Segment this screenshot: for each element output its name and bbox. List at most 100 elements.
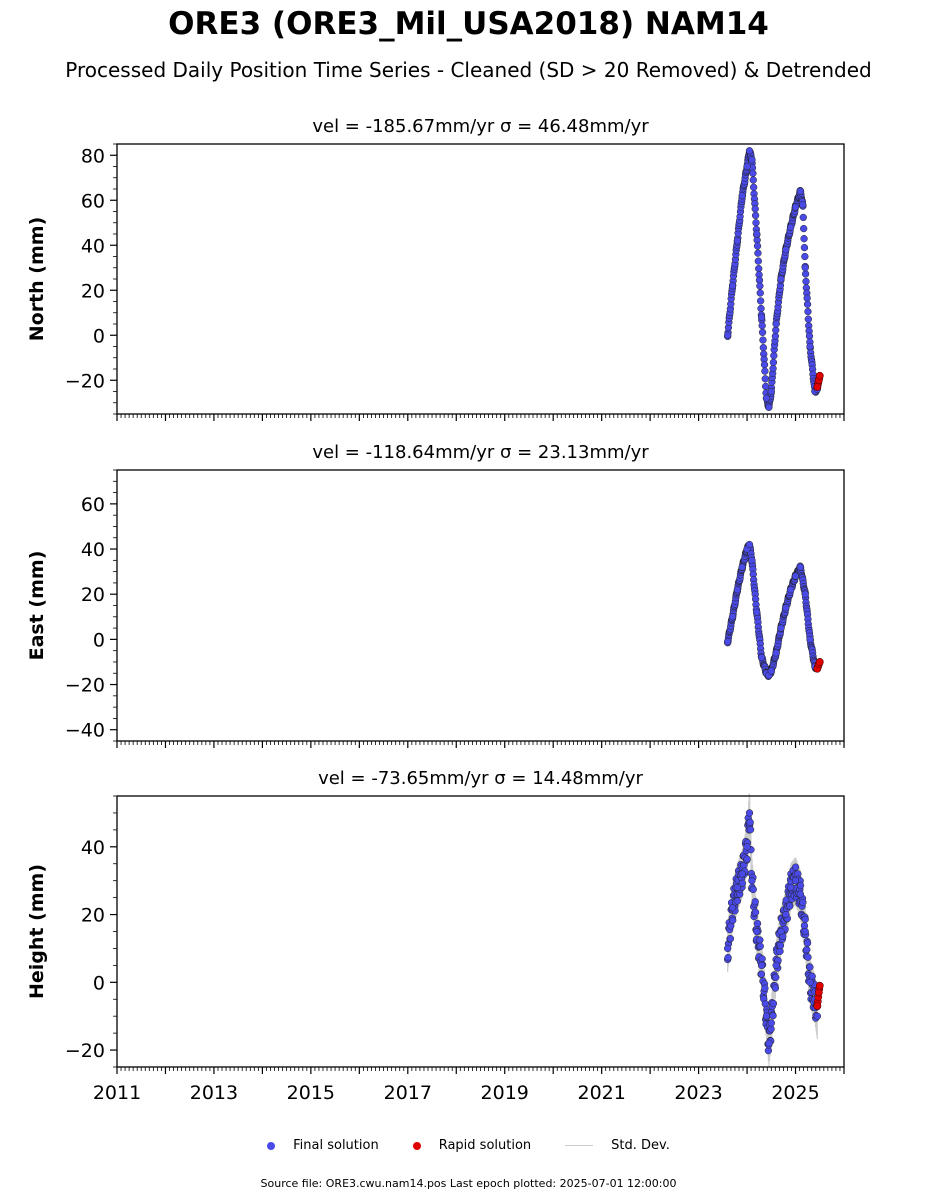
final-point xyxy=(728,904,737,912)
final-point xyxy=(800,235,808,243)
y-tick-label: −20 xyxy=(65,370,105,392)
final-point xyxy=(801,264,809,272)
final-point xyxy=(782,604,790,612)
final-point xyxy=(796,890,805,898)
final-point xyxy=(799,201,807,209)
final-point xyxy=(753,919,762,928)
final-point xyxy=(757,970,766,978)
final-point xyxy=(724,331,732,339)
final-point xyxy=(761,367,769,375)
final-point xyxy=(749,176,757,184)
final-point xyxy=(756,297,765,305)
x-tick-label: 2013 xyxy=(190,1082,238,1104)
final-point xyxy=(786,902,794,910)
final-solution-points xyxy=(724,809,821,1055)
final-point xyxy=(758,328,767,337)
final-point xyxy=(771,984,780,992)
final-point xyxy=(749,885,757,894)
final-point xyxy=(753,242,762,250)
final-point xyxy=(782,246,790,254)
final-point xyxy=(745,147,754,155)
final-point xyxy=(803,300,812,308)
final-point xyxy=(796,881,805,890)
final-point xyxy=(772,326,780,334)
legend-std-label: Std. Dev. xyxy=(611,1138,670,1153)
final-point xyxy=(771,332,780,340)
final-point xyxy=(806,635,814,644)
final-solution-marker xyxy=(267,1141,276,1150)
final-point xyxy=(760,361,769,369)
y-axis-label: East (mm) xyxy=(26,551,48,661)
final-point xyxy=(770,352,778,360)
rapid-solution-points xyxy=(813,658,824,673)
final-point xyxy=(738,563,746,571)
panel-title: vel = -185.67mm/yr σ = 46.48mm/yr xyxy=(312,116,649,137)
final-point xyxy=(748,877,756,885)
final-point xyxy=(787,883,795,892)
final-point xyxy=(743,855,751,863)
final-point xyxy=(751,205,759,213)
final-point xyxy=(777,927,785,936)
legend-final-label: Final solution xyxy=(293,1138,379,1153)
y-tick-label: 60 xyxy=(81,494,105,516)
final-point xyxy=(762,394,771,402)
final-point xyxy=(772,973,780,982)
final-point xyxy=(804,307,812,316)
final-point xyxy=(803,946,811,954)
final-point xyxy=(777,624,785,632)
final-point xyxy=(756,289,764,297)
y-axis-label: Height (mm) xyxy=(26,864,48,999)
x-tick-label: 2021 xyxy=(577,1082,625,1104)
final-point xyxy=(758,322,766,330)
legend-rapid: Rapid solution xyxy=(412,1138,531,1153)
y-tick-label: −20 xyxy=(65,675,105,697)
final-point xyxy=(753,230,761,238)
rapid-solution-points xyxy=(813,371,824,391)
final-point xyxy=(765,1039,773,1047)
final-point xyxy=(753,927,761,936)
final-point xyxy=(724,944,732,953)
final-point xyxy=(777,275,785,283)
final-point xyxy=(804,315,812,323)
final-point xyxy=(756,936,764,944)
final-point xyxy=(802,277,810,286)
y-tick-label: 20 xyxy=(81,280,105,302)
legend-final: Final solution xyxy=(267,1138,379,1153)
rapid-point xyxy=(813,383,822,391)
final-point xyxy=(787,223,795,231)
final-point xyxy=(765,403,773,411)
y-tick-label: 40 xyxy=(81,539,105,561)
figure-subtitle: Processed Daily Position Time Series - C… xyxy=(65,58,872,82)
legend-std: Std. Dev. xyxy=(565,1138,670,1153)
final-point xyxy=(769,358,778,367)
final-point xyxy=(767,1019,775,1027)
rapid-point xyxy=(813,1002,822,1010)
y-tick-label: 40 xyxy=(81,235,105,257)
y-tick-label: −40 xyxy=(65,720,105,742)
x-tick-label: 2011 xyxy=(93,1082,141,1104)
final-point xyxy=(759,343,768,352)
rapid-point xyxy=(814,988,823,997)
final-point xyxy=(804,953,812,961)
final-point xyxy=(754,257,762,265)
final-point xyxy=(748,556,756,564)
final-point xyxy=(787,586,795,594)
final-point xyxy=(751,211,760,220)
final-point xyxy=(733,586,742,594)
final-point xyxy=(757,313,766,321)
final-point xyxy=(803,294,811,302)
final-point xyxy=(755,264,763,273)
x-tick-label: 2017 xyxy=(384,1082,432,1104)
final-point xyxy=(728,613,737,621)
final-point xyxy=(791,863,800,871)
y-tick-label: 20 xyxy=(81,905,105,927)
final-point xyxy=(724,637,732,646)
final-point xyxy=(801,252,809,261)
final-point xyxy=(772,649,780,657)
y-tick-label: 0 xyxy=(93,972,105,994)
rapid-point xyxy=(815,371,824,380)
final-point xyxy=(762,1012,771,1020)
final-point xyxy=(745,540,754,549)
final-point xyxy=(782,910,790,919)
final-point xyxy=(801,590,809,598)
